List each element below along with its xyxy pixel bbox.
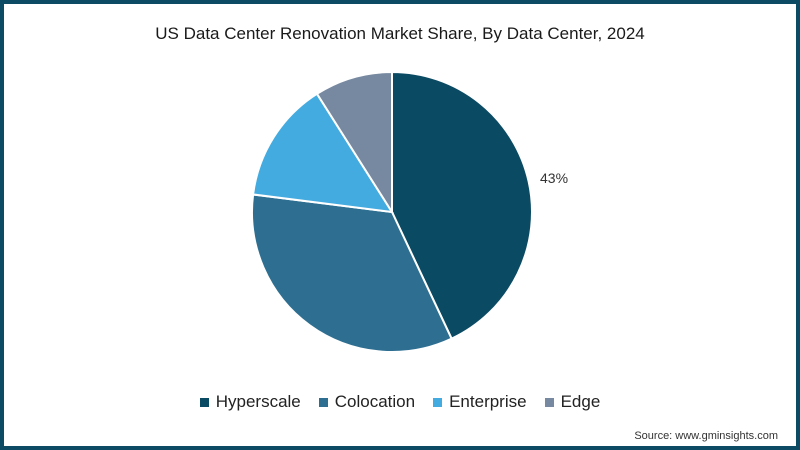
- legend-label: Enterprise: [449, 392, 527, 411]
- chart-title: US Data Center Renovation Market Share, …: [155, 24, 645, 43]
- hyperscale-percent-label: 43%: [540, 170, 568, 186]
- legend-item-colocation: Colocation: [318, 392, 416, 412]
- pie-slice-hyperscale: [391, 70, 533, 341]
- legend-label: Hyperscale: [215, 392, 301, 411]
- pie-chart: 43%: [251, 70, 568, 353]
- legend-swatch-icon: [199, 397, 209, 407]
- legend-item-enterprise: Enterprise: [433, 392, 527, 412]
- legend-label: Colocation: [334, 392, 416, 411]
- legend-swatch-icon: [433, 397, 443, 407]
- source-note: Source: www.gminsights.com: [634, 430, 778, 442]
- pie-slice-edge: [315, 70, 393, 216]
- legend-label: Edge: [560, 392, 601, 411]
- legend-swatch-icon: [544, 397, 554, 407]
- legend: Hyperscale Colocation Enterprise Edge: [4, 392, 796, 412]
- pie-slices: [251, 70, 533, 353]
- pie-slice-colocation: [251, 193, 453, 353]
- legend-item-edge: Edge: [544, 392, 601, 412]
- legend-item-hyperscale: Hyperscale: [199, 392, 301, 412]
- pie-slice-enterprise: [251, 92, 394, 214]
- legend-swatch-icon: [318, 397, 328, 407]
